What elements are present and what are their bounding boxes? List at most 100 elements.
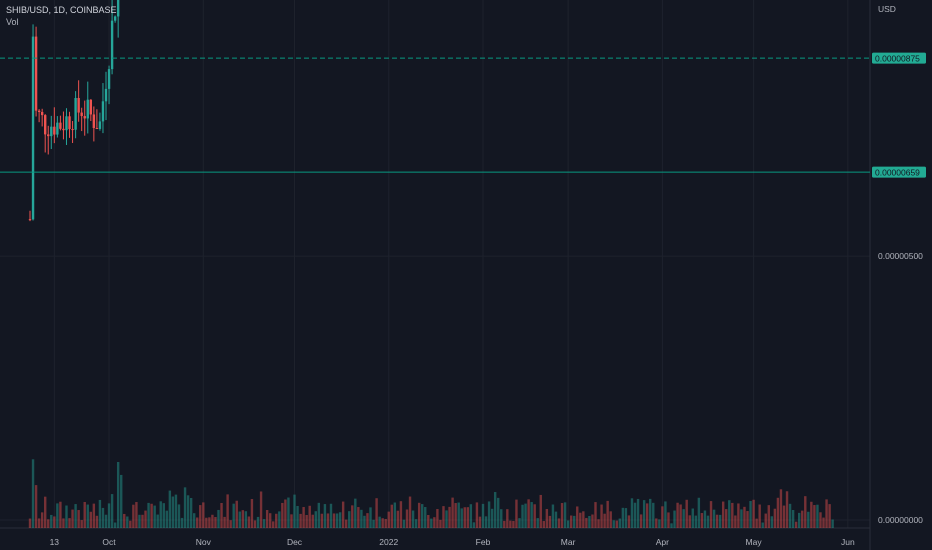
volume-bar xyxy=(250,499,254,528)
volume-bar xyxy=(314,511,317,528)
x-tick-label: Feb xyxy=(476,537,491,547)
volume-bar xyxy=(566,520,570,528)
volume-bar xyxy=(320,513,324,528)
volume-bar xyxy=(554,511,558,528)
volume-bar xyxy=(338,512,342,528)
volume-bar xyxy=(731,502,734,528)
volume-bar xyxy=(645,503,649,528)
volume-bar xyxy=(758,504,761,528)
volume-bar xyxy=(776,497,780,528)
volume-bar xyxy=(217,509,220,528)
volume-bar xyxy=(557,518,561,528)
volume-bar xyxy=(150,503,153,528)
volume-bar xyxy=(585,517,588,528)
candle-body xyxy=(59,122,62,129)
volume-bar xyxy=(165,510,169,528)
volume-bar xyxy=(211,514,214,528)
volume-bar xyxy=(129,520,132,528)
candle-body xyxy=(68,116,71,130)
volume-bar xyxy=(126,516,129,528)
volume-bar xyxy=(31,459,35,528)
volume-bar xyxy=(326,513,330,528)
volume-bar xyxy=(469,504,473,528)
volume-bar xyxy=(420,504,424,528)
volume-bar xyxy=(71,509,74,528)
volume-bar xyxy=(50,514,53,528)
volume-bar xyxy=(487,501,491,528)
volume-bar xyxy=(226,494,229,528)
candle-body xyxy=(53,126,56,135)
volume-bar xyxy=(512,520,515,528)
volume-bar xyxy=(642,500,646,528)
volume-bar xyxy=(560,503,564,528)
candle-body xyxy=(47,134,50,137)
volume-bar xyxy=(196,517,199,528)
volume-bar xyxy=(244,511,248,528)
x-tick-label: 13 xyxy=(50,537,60,547)
volume-bar xyxy=(37,518,41,528)
candle-body xyxy=(98,121,102,129)
x-tick-label: May xyxy=(746,537,763,547)
volume-bar xyxy=(831,519,834,528)
volume-bar xyxy=(116,461,120,528)
volume-bar xyxy=(600,504,603,528)
volume-bar xyxy=(159,501,162,528)
volume-bar xyxy=(466,507,470,528)
volume-bar xyxy=(743,506,746,528)
volume-bar xyxy=(384,518,387,528)
volume-bar xyxy=(214,517,217,528)
volume-bar xyxy=(606,500,609,528)
volume-bar xyxy=(816,504,819,528)
volume-bar xyxy=(794,521,798,528)
volume-bar xyxy=(366,513,369,528)
volume-bar xyxy=(545,508,549,528)
volume-bar xyxy=(548,515,552,528)
volume-bar xyxy=(530,502,533,528)
volume-bar xyxy=(664,501,667,528)
candle-body xyxy=(40,112,44,116)
candle-body xyxy=(28,219,32,221)
volume-bar xyxy=(378,516,381,528)
volume-bar xyxy=(293,494,296,528)
volume-bar xyxy=(110,494,114,528)
volume-bar xyxy=(503,520,506,528)
volume-bar xyxy=(417,502,421,528)
volume-bar xyxy=(712,509,716,528)
volume-bar xyxy=(275,513,278,528)
candle-body xyxy=(95,127,99,129)
volume-bar xyxy=(472,522,476,528)
volume-bar xyxy=(810,501,813,528)
volume-bar xyxy=(694,515,698,528)
volume-bar xyxy=(408,496,412,528)
volume-bar xyxy=(782,505,786,528)
volume-bar xyxy=(734,515,737,528)
volume-bar xyxy=(682,509,685,528)
volume-bar xyxy=(430,518,433,528)
candle-body xyxy=(104,88,108,102)
volume-bar xyxy=(822,517,825,528)
volume-bar xyxy=(141,514,144,528)
candle-body xyxy=(83,116,86,119)
volume-bar xyxy=(779,489,783,528)
volume-bar xyxy=(411,510,415,528)
volume-bar xyxy=(113,522,117,528)
candle-body xyxy=(31,36,35,220)
volume-bar xyxy=(576,506,579,528)
volume-bar xyxy=(603,513,606,528)
volume-bar xyxy=(728,500,731,528)
volume-bar xyxy=(396,510,400,528)
volume-bar xyxy=(703,510,707,528)
volume-bar xyxy=(591,514,594,528)
volume-bar xyxy=(618,518,622,528)
candle-body xyxy=(101,101,105,122)
volume-bar xyxy=(563,502,567,528)
symbol-label[interactable]: SHIB/USD, 1D, COINBASE xyxy=(6,5,117,15)
volume-bar xyxy=(633,502,637,528)
volume-bar xyxy=(153,505,156,528)
volume-bar xyxy=(588,516,591,528)
volume-bar xyxy=(454,503,457,528)
candle-body xyxy=(110,20,114,70)
volume-bar xyxy=(667,512,670,528)
volume-bar xyxy=(481,503,485,528)
